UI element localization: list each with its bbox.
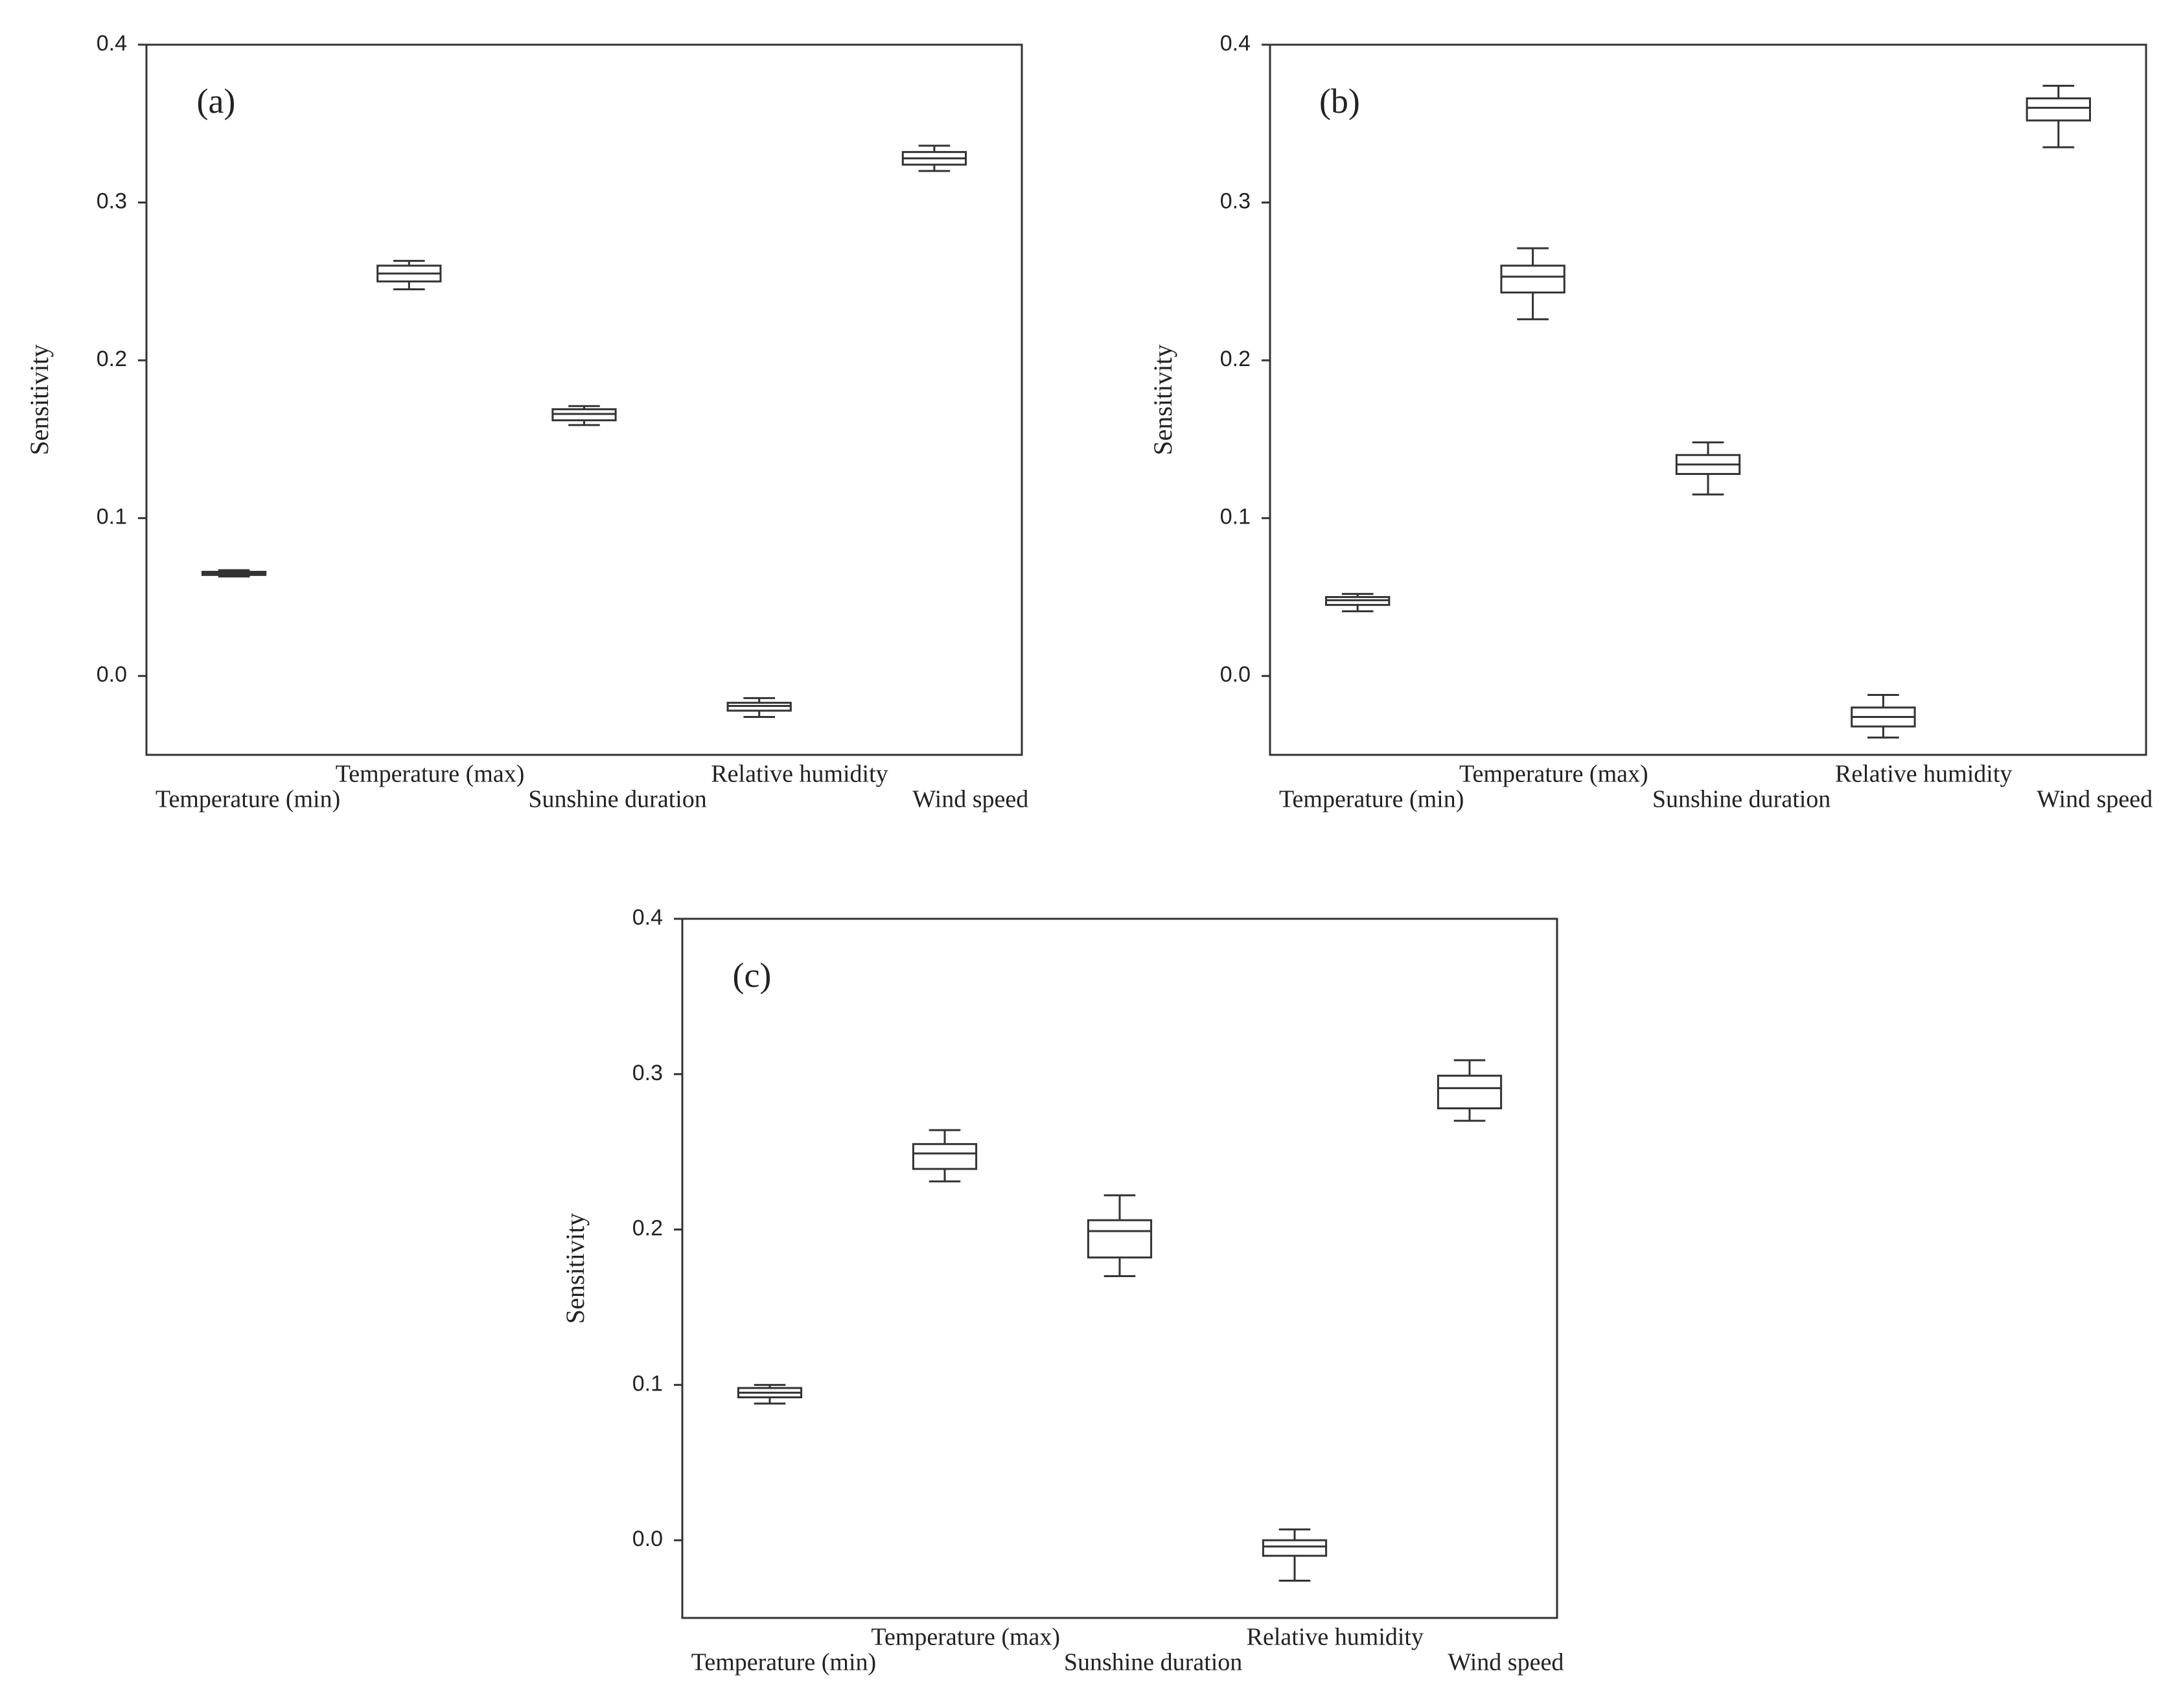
box — [912, 1143, 978, 1170]
x-tick-label: Sunshine duration — [1652, 786, 1831, 813]
x-tick-label: Relative humidity — [1247, 1624, 1424, 1651]
plot-frame — [145, 43, 1023, 756]
x-tick-label: Temperature (min) — [156, 786, 340, 813]
x-tick-label: Temperature (max) — [336, 761, 525, 788]
y-tick-label: 0.2 — [632, 1216, 663, 1241]
y-tick-label: 0.0 — [1220, 662, 1251, 687]
x-tick-label: Temperature (min) — [691, 1649, 876, 1676]
x-tick-label: Sunshine duration — [528, 786, 706, 813]
panel-label: (b) — [1319, 82, 1360, 121]
y-tick-label: 0.4 — [1220, 31, 1251, 56]
plot-frame — [1269, 43, 2147, 756]
y-axis-label: Sensitivity — [1148, 344, 1177, 455]
box — [1437, 1074, 1503, 1110]
x-tick-label: Wind speed — [912, 786, 1028, 813]
y-tick-label: 0.1 — [97, 505, 127, 529]
x-tick-label: Wind speed — [1448, 1649, 1564, 1676]
panel-label: (c) — [732, 956, 771, 995]
x-tick-label: Relative humidity — [711, 761, 888, 788]
x-tick-label: Temperature (max) — [1459, 761, 1648, 788]
x-tick-label: Sunshine duration — [1064, 1649, 1242, 1676]
y-axis-label: Sensitivity — [560, 1213, 590, 1324]
box — [1087, 1219, 1153, 1259]
x-tick-label: Wind speed — [2037, 786, 2153, 813]
y-tick-label: 0.1 — [1220, 505, 1251, 529]
plot-frame — [681, 917, 1558, 1619]
y-tick-label: 0.1 — [632, 1371, 663, 1396]
y-tick-label: 0.3 — [1220, 189, 1251, 214]
y-tick-label: 0.2 — [97, 347, 127, 371]
y-tick-label: 0.0 — [632, 1527, 663, 1551]
y-tick-label: 0.0 — [97, 662, 127, 687]
panel-label: (a) — [196, 82, 235, 121]
y-tick-label: 0.3 — [632, 1061, 663, 1085]
box — [2026, 97, 2091, 122]
y-tick-label: 0.4 — [632, 905, 663, 930]
y-axis-label: Sensitivity — [25, 344, 54, 455]
y-tick-label: 0.2 — [1220, 347, 1251, 371]
x-tick-label: Temperature (min) — [1279, 786, 1464, 813]
box — [1500, 264, 1565, 294]
y-tick-label: 0.4 — [97, 31, 127, 56]
x-tick-label: Relative humidity — [1835, 761, 2012, 788]
x-tick-label: Temperature (max) — [871, 1624, 1060, 1651]
box — [1262, 1539, 1328, 1557]
y-tick-label: 0.3 — [97, 189, 127, 214]
